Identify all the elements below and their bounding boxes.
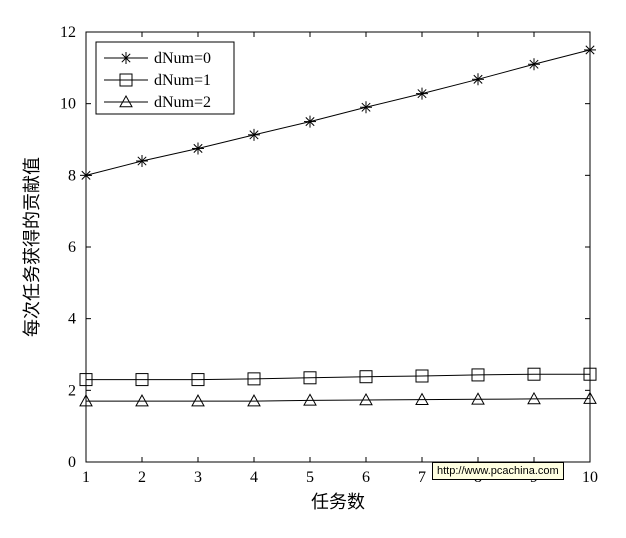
svg-text:1: 1: [82, 469, 90, 486]
svg-text:4: 4: [68, 311, 76, 328]
svg-text:3: 3: [194, 469, 202, 486]
svg-text:10: 10: [60, 96, 76, 113]
line-chart: 12345678910024681012任务数每次任务获得的贡献值dNum=0d…: [0, 0, 626, 538]
svg-text:dNum=0: dNum=0: [154, 50, 211, 67]
svg-text:5: 5: [306, 469, 314, 486]
svg-text:任务数: 任务数: [311, 492, 365, 512]
svg-text:4: 4: [250, 469, 258, 486]
svg-text:2: 2: [68, 382, 76, 399]
chart-container: 12345678910024681012任务数每次任务获得的贡献值dNum=0d…: [0, 0, 626, 538]
svg-text:7: 7: [418, 469, 426, 486]
svg-text:6: 6: [362, 469, 370, 486]
url-tooltip: http://www.pcachina.com: [432, 462, 564, 480]
svg-text:dNum=2: dNum=2: [154, 94, 211, 111]
svg-text:2: 2: [138, 469, 146, 486]
svg-text:12: 12: [60, 24, 76, 41]
svg-text:10: 10: [582, 469, 598, 486]
svg-text:每次任务获得的贡献值: 每次任务获得的贡献值: [22, 157, 42, 337]
svg-text:8: 8: [68, 167, 76, 184]
svg-text:6: 6: [68, 239, 76, 256]
svg-text:dNum=1: dNum=1: [154, 72, 211, 89]
svg-text:0: 0: [68, 454, 76, 471]
